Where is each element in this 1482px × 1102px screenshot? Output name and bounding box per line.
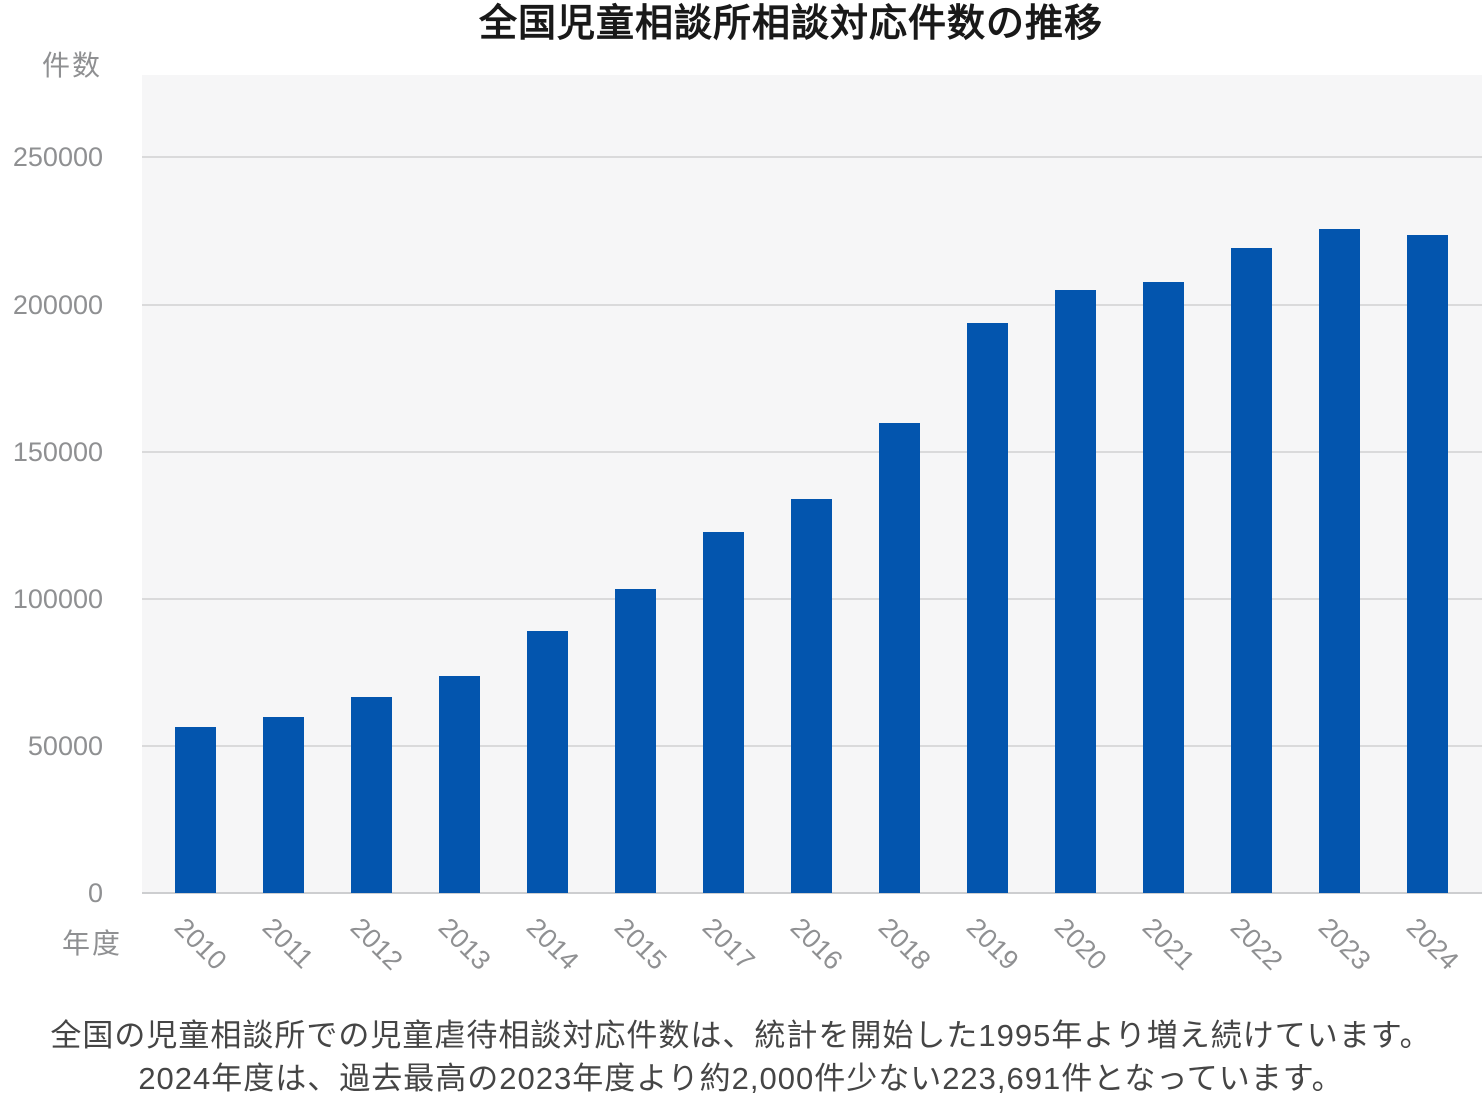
- x-tick-label-2022: 2022: [1224, 912, 1288, 976]
- chart-caption: 全国の児童相談所での児童虐待相談対応件数は、統計を開始した1995年より増え続け…: [0, 1014, 1482, 1100]
- x-tick-label-2010: 2010: [168, 912, 232, 976]
- bar-2021: [1143, 281, 1184, 893]
- x-axis-unit-label: 年度: [62, 928, 123, 959]
- bar-2015: [615, 589, 656, 893]
- y-tick-label-200000: 200000: [12, 289, 103, 320]
- y-tick-label-50000: 50000: [27, 730, 103, 761]
- x-axis-line: [142, 892, 1482, 894]
- caption-line-2: 2024年度は、過去最高の2023年度より約2,000件少ない223,691件と…: [138, 1061, 1344, 1096]
- y-tick-label-0: 0: [87, 878, 103, 908]
- x-tick-label-2019: 2019: [960, 912, 1024, 976]
- bar-2017: [703, 532, 744, 893]
- chart-title: 全国児童相談所相談対応件数の推移: [478, 3, 1103, 45]
- bar-2019: [967, 322, 1008, 893]
- y-axis-unit-label: 件数: [42, 50, 103, 81]
- bar-2023: [1319, 229, 1360, 893]
- x-tick-label-2013: 2013: [432, 912, 496, 976]
- x-tick-label-2021: 2021: [1136, 912, 1200, 976]
- bar-2010: [175, 727, 216, 893]
- bar-2012: [351, 696, 392, 893]
- gridline-200000: [142, 303, 1482, 306]
- bar-2011: [263, 716, 304, 893]
- bar-2016: [791, 499, 832, 893]
- gridline-250000: [142, 156, 1482, 159]
- x-tick-label-2014: 2014: [520, 912, 584, 976]
- x-tick-label-2015: 2015: [608, 912, 672, 976]
- y-tick-label-100000: 100000: [12, 583, 103, 614]
- gridline-150000: [142, 450, 1482, 453]
- bar-2018: [879, 422, 920, 893]
- x-tick-label-2023: 2023: [1312, 912, 1376, 976]
- x-tick-label-2011: 2011: [256, 912, 319, 975]
- bar-2020: [1055, 289, 1096, 893]
- x-tick-label-2016: 2016: [784, 912, 848, 976]
- caption-line-1: 全国の児童相談所での児童虐待相談対応件数は、統計を開始した1995年より増え続け…: [50, 1018, 1432, 1053]
- y-tick-label-150000: 150000: [12, 436, 103, 467]
- x-tick-label-2012: 2012: [344, 912, 408, 976]
- plot-area: [142, 75, 1482, 894]
- bar-2024: [1407, 234, 1448, 893]
- x-tick-label-2020: 2020: [1048, 912, 1112, 976]
- x-tick-label-2017: 2017: [696, 912, 760, 976]
- bar-2014: [527, 631, 568, 893]
- y-tick-label-250000: 250000: [12, 142, 103, 173]
- bar-2013: [439, 675, 480, 893]
- x-tick-label-2024: 2024: [1400, 912, 1464, 976]
- x-tick-label-2018: 2018: [872, 912, 936, 976]
- bar-2022: [1231, 248, 1272, 893]
